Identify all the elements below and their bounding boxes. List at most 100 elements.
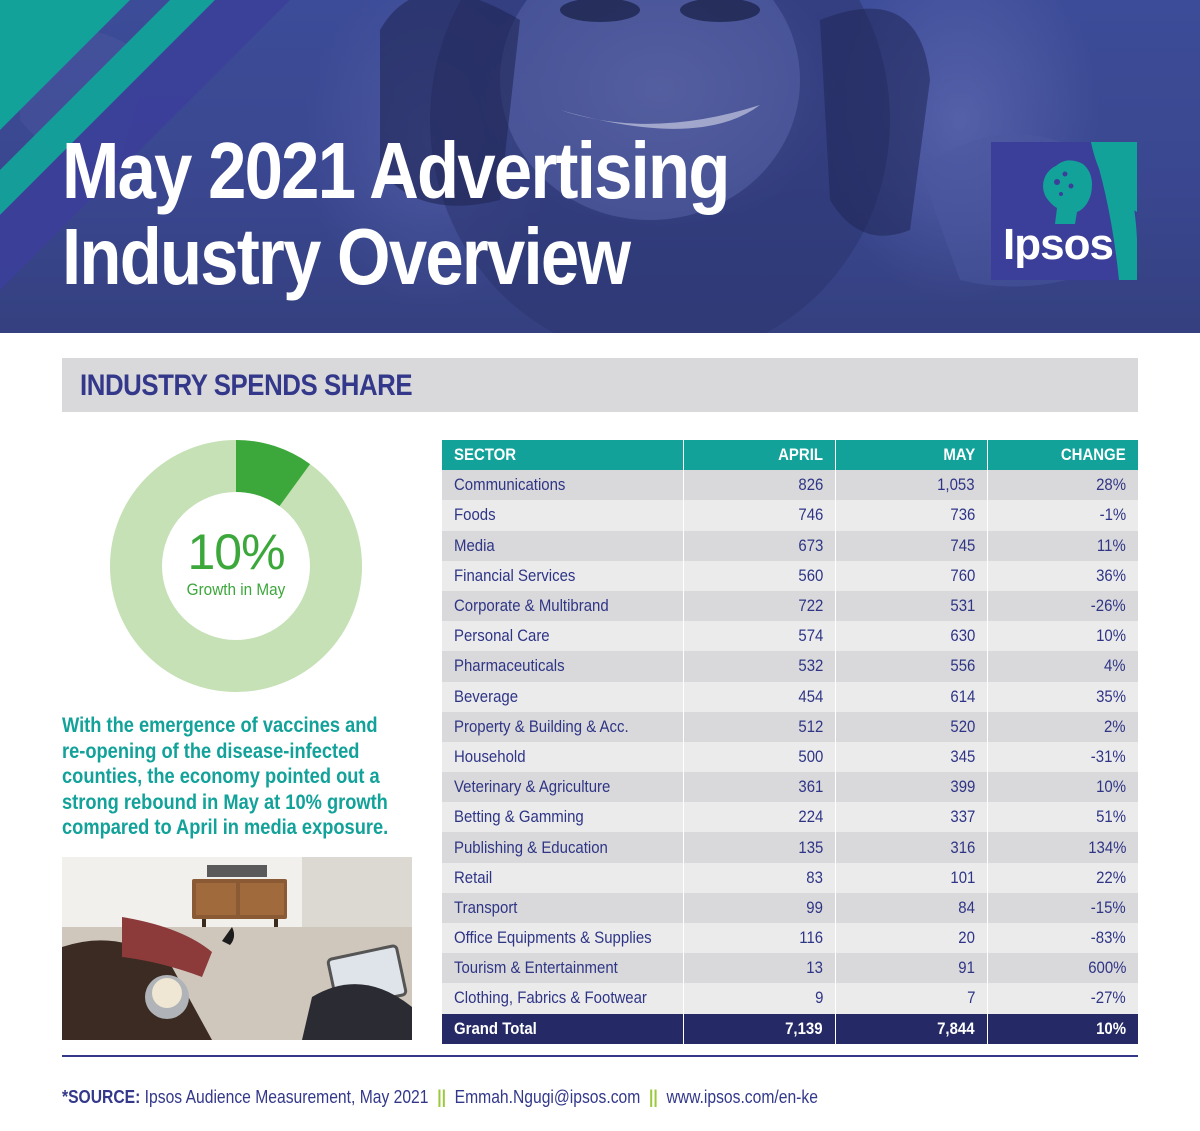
sector-spends-table: SECTOR APRIL MAY CHANGE Communications 82… (442, 440, 1138, 1044)
cell-april: 826 (683, 470, 835, 501)
cell-may: 630 (835, 621, 987, 652)
cell-may: 760 (835, 560, 987, 591)
cell-sector: Publishing & Education (454, 837, 608, 857)
cell-may: 101 (835, 862, 987, 893)
cell-april: 224 (683, 802, 835, 833)
table-row: Media 673 745 11% (442, 530, 1138, 561)
ipsos-wordmark: Ipsos (1003, 220, 1114, 269)
cell-april: 512 (683, 711, 835, 742)
table-row: Publishing & Education 135 316 134% (442, 832, 1138, 863)
cell-change: -1% (987, 500, 1138, 531)
summary-line: counties, the economy pointed out a (62, 765, 380, 788)
cell-may: 745 (835, 530, 987, 561)
cell-april: 135 (683, 832, 835, 863)
cell-change: 51% (987, 802, 1138, 833)
cell-change: -31% (987, 741, 1138, 773)
cell-april: 722 (683, 590, 835, 622)
table-row: Pharmaceuticals 532 556 4% (442, 651, 1138, 682)
cell-may: 1,053 (835, 470, 987, 501)
website-link[interactable]: www.ipsos.com/en-ke (666, 1087, 818, 1107)
cell-may: 337 (835, 802, 987, 833)
contact-email-link[interactable]: Emmah.Ngugi@ipsos.com (454, 1087, 641, 1107)
table-row: Clothing, Fabrics & Footwear 9 7 -27% (442, 983, 1138, 1014)
cell-change: 28% (987, 470, 1138, 501)
cell-april: 532 (683, 651, 835, 682)
cell-april: 454 (683, 681, 835, 712)
source-label: *SOURCE: (62, 1087, 141, 1107)
cell-change: -27% (987, 983, 1138, 1014)
cell-april: 9 (683, 983, 835, 1014)
cell-change: 35% (987, 681, 1138, 712)
cell-change: -83% (987, 923, 1138, 954)
cell-may: 399 (835, 772, 987, 803)
table-row: Tourism & Entertainment 13 91 600% (442, 953, 1138, 984)
cell-april: 560 (683, 560, 835, 591)
section-header-bar (62, 358, 1138, 412)
donut-growth-segment (235, 440, 311, 507)
table-row: Betting & Gamming 224 337 51% (442, 802, 1138, 833)
total-may: 7,844 (835, 1013, 987, 1044)
table-header-row: SECTOR APRIL MAY CHANGE (442, 440, 1138, 471)
cell-change: 4% (987, 651, 1138, 682)
table-row: Corporate & Multibrand 722 531 -26% (442, 590, 1138, 622)
table-row: Household 500 345 -31% (442, 741, 1138, 773)
separator: || (649, 1087, 658, 1107)
cell-sector: Property & Building & Acc. (454, 716, 629, 736)
cell-sector: Corporate & Multibrand (454, 596, 609, 616)
total-label: Grand Total (454, 1018, 537, 1038)
cell-april: 116 (683, 923, 835, 954)
title-line-2: Industry Overview (62, 212, 631, 301)
donut-caption: Growth in May (186, 580, 286, 599)
cell-april: 83 (683, 862, 835, 893)
donut-value: 10% (187, 524, 285, 580)
cell-sector: Pharmaceuticals (454, 656, 565, 676)
table-row: Communications 826 1,053 28% (442, 470, 1138, 501)
cell-sector: Transport (454, 897, 518, 917)
summary-line: re-opening of the disease-infected (62, 739, 360, 763)
cell-sector: Tourism & Entertainment (454, 958, 618, 978)
source-line: *SOURCE: Ipsos Audience Measurement, May… (62, 1087, 818, 1108)
section-title: INDUSTRY SPENDS SHARE (80, 369, 413, 402)
table-row: Veterinary & Agriculture 361 399 10% (442, 772, 1138, 803)
cell-sector: Office Equipments & Supplies (454, 928, 652, 948)
cell-april: 500 (683, 741, 835, 773)
cell-sector: Communications (454, 475, 566, 495)
table-body: Communications 826 1,053 28% Foods 746 736 -1% M… (442, 470, 1138, 1014)
cell-change: 10% (987, 772, 1138, 803)
cell-april: 361 (683, 772, 835, 803)
cell-may: 345 (835, 741, 987, 773)
growth-donut-chart (110, 440, 362, 692)
cell-change: -26% (987, 590, 1138, 622)
table-row: Transport 99 84 -15% (442, 892, 1138, 923)
cell-sector: Household (454, 746, 526, 766)
table-row: Financial Services 560 760 36% (442, 560, 1138, 591)
hero-banner: May 2021 Advertising Industry Overview I… (0, 0, 1200, 333)
cell-change: 2% (987, 711, 1138, 742)
cell-may: 84 (835, 892, 987, 923)
page-title: May 2021 Advertising Industry Overview (62, 128, 836, 300)
title-line-1: May 2021 Advertising (62, 126, 730, 215)
total-april: 7,139 (683, 1013, 835, 1044)
summary-line: strong rebound in May at 10% growth (62, 790, 388, 814)
table-total-row: Grand Total 7,139 7,844 10% (442, 1013, 1138, 1044)
column-header-april: APRIL (683, 440, 835, 471)
source-text: Ipsos Audience Measurement, May 2021 (144, 1087, 429, 1107)
summary-line: compared to April in media exposure. (62, 816, 389, 839)
cell-change: 22% (987, 862, 1138, 893)
table-row: Office Equipments & Supplies 116 20 -83% (442, 923, 1138, 954)
total-change: 10% (987, 1013, 1138, 1044)
separator: || (437, 1087, 446, 1107)
cell-sector: Financial Services (454, 565, 576, 585)
cell-may: 520 (835, 711, 987, 742)
column-header-sector: SECTOR (454, 445, 517, 465)
footer-divider (62, 1055, 1138, 1057)
ipsos-logo (991, 142, 1137, 280)
cell-sector: Foods (454, 505, 496, 525)
cell-may: 7 (835, 983, 987, 1014)
cell-sector: Clothing, Fabrics & Footwear (454, 988, 647, 1008)
cell-sector: Retail (454, 867, 493, 887)
cell-may: 91 (835, 953, 987, 984)
cell-may: 736 (835, 500, 987, 531)
table-row: Property & Building & Acc. 512 520 2% (442, 711, 1138, 742)
cell-change: 11% (987, 530, 1138, 561)
